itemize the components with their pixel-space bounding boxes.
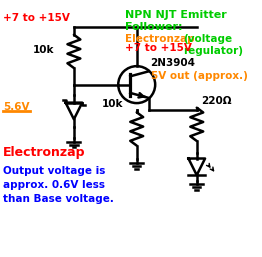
Text: +7 to +15V: +7 to +15V [3, 13, 70, 23]
Text: Electronzap: Electronzap [125, 34, 194, 44]
Text: 5.6V: 5.6V [3, 102, 29, 112]
Text: 220Ω: 220Ω [201, 96, 232, 106]
Text: NPN NJT Emitter
Follower:: NPN NJT Emitter Follower: [125, 10, 226, 32]
Text: Output voltage is
approx. 0.6V less
than Base voltage.: Output voltage is approx. 0.6V less than… [3, 166, 114, 204]
Text: 2N3904: 2N3904 [151, 58, 195, 68]
Text: 10k: 10k [32, 45, 54, 55]
Text: Electronzap: Electronzap [3, 145, 85, 159]
Text: 5V out (approx.): 5V out (approx.) [151, 71, 247, 81]
Text: +7 to +15V: +7 to +15V [125, 43, 192, 53]
Text: (voltage
regulator): (voltage regulator) [183, 34, 243, 56]
Text: 10k: 10k [102, 99, 123, 109]
